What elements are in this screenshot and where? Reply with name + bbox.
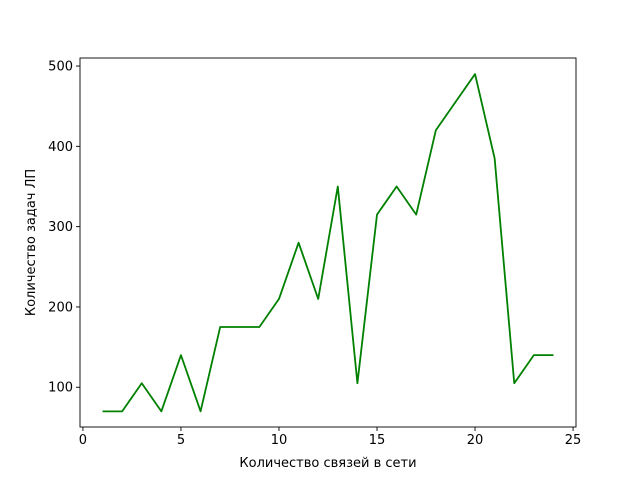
series-line-0 [102, 73, 554, 413]
y-tick-label: 500 [48, 60, 73, 75]
x-tick-label: 10 [271, 433, 288, 448]
y-axis-label: Количество задач ЛП [24, 169, 39, 316]
x-axis-ticks: 0 5 10 15 20 25 [79, 427, 582, 448]
y-axis-ticks: 100 200 300 400 500 [48, 60, 80, 396]
x-tick-label: 15 [369, 433, 386, 448]
x-tick-label: 25 [565, 433, 582, 448]
x-tick-label: 0 [79, 433, 87, 448]
x-tick-label: 20 [467, 433, 484, 448]
x-axis-label: Количество связей в сети [239, 456, 416, 471]
plot-frame [79, 57, 577, 428]
series-layer [102, 73, 554, 413]
y-tick-label: 400 [48, 140, 73, 155]
y-tick-label: 300 [48, 220, 73, 235]
y-tick-label: 100 [48, 381, 73, 396]
x-tick-label: 5 [177, 433, 185, 448]
y-tick-label: 200 [48, 300, 73, 315]
